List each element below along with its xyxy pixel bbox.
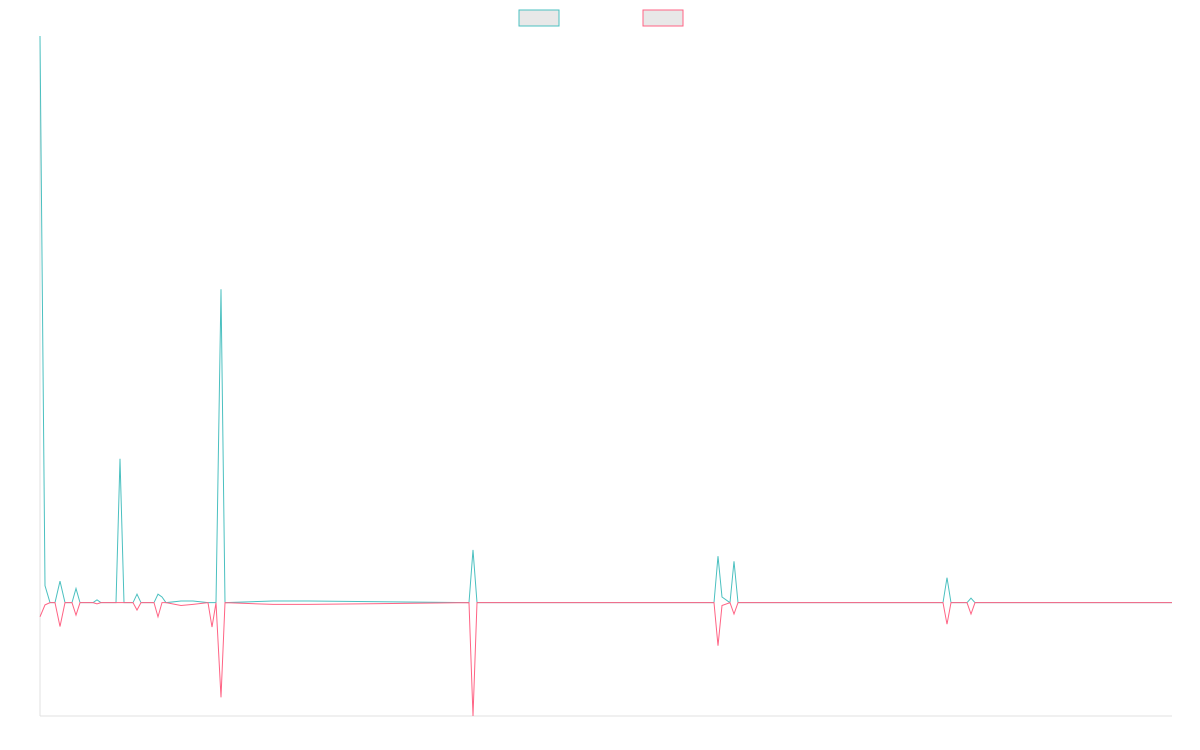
series-line <box>39 602 1172 717</box>
legend-swatch[interactable] <box>642 9 684 27</box>
series-line <box>39 35 1172 604</box>
legend-swatch[interactable] <box>518 9 560 27</box>
